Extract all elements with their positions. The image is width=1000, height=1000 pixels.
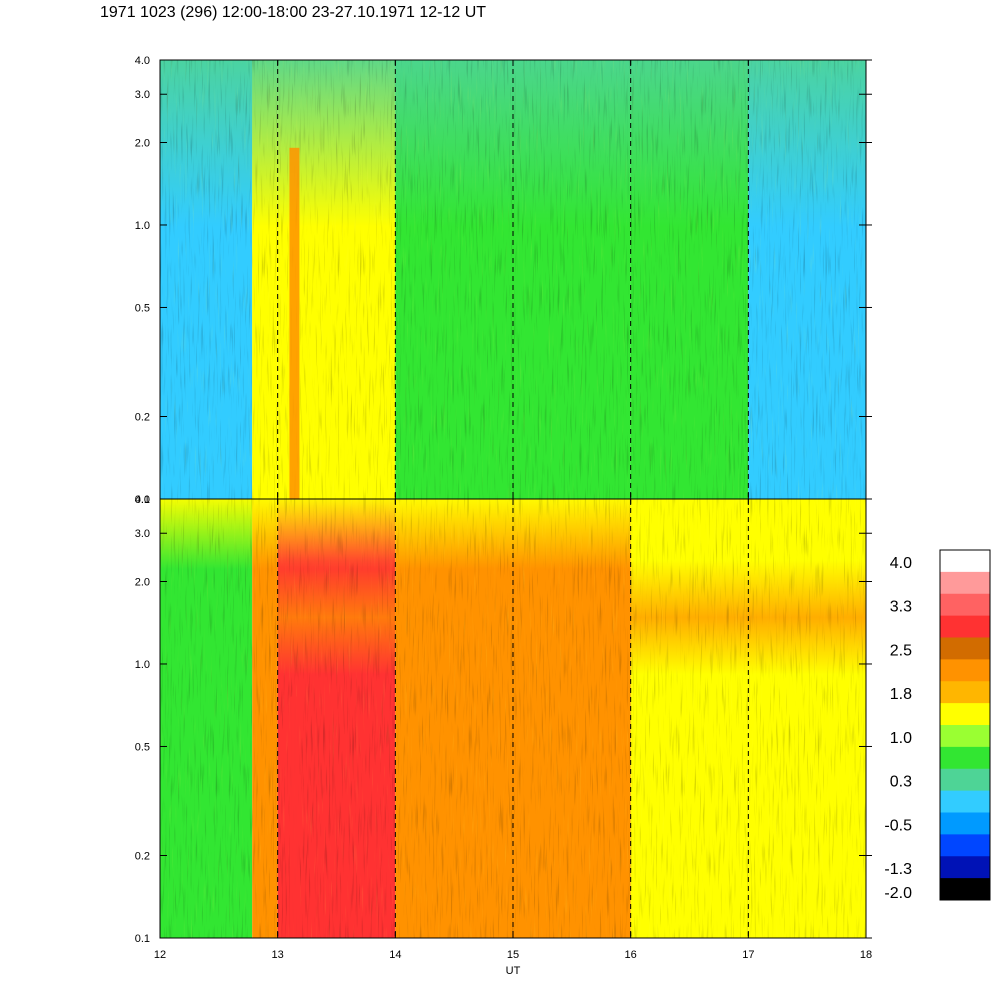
y-tick-label: 0.5 [135, 741, 150, 753]
colorbar-label: 0.3 [890, 774, 912, 791]
colorbar-swatch [940, 768, 990, 792]
x-axis-label: UT [506, 965, 521, 977]
y-tick-label: 1.0 [135, 220, 150, 232]
colorbar-swatch [940, 615, 990, 638]
colorbar-swatch [940, 659, 990, 682]
y-tick-label: 0.5 [135, 302, 150, 314]
colorbar-label: -0.5 [884, 817, 912, 834]
colorbar-swatch [940, 681, 990, 704]
y-tick-label: 4.0 [135, 494, 150, 506]
y-tick-label: 3.0 [135, 89, 150, 101]
colorbar-swatch [940, 790, 990, 813]
colorbar-label: 3.3 [890, 599, 912, 616]
spectrogram-panel-lower: 0.1 0.2 0.5 1.0 2.0 3.0 4.0 12 13 14 15 16 17 18 UT [135, 494, 872, 977]
colorbar-label: -2.0 [884, 885, 912, 902]
x-tick-label: 17 [742, 949, 754, 961]
colorbar-swatch [940, 637, 990, 660]
x-tick-label: 14 [389, 949, 401, 961]
x-tick-label: 15 [507, 949, 519, 961]
colorbar-swatch [940, 571, 990, 595]
colorbar-swatch [940, 856, 990, 879]
colorbar-swatch [940, 834, 990, 857]
colorbar: 4.0 3.3 2.5 1.8 1.0 0.3 -0.5 -1.3 -2.0 [884, 549, 991, 902]
colorbar-swatch [940, 550, 990, 573]
y-tick-label: 0.1 [135, 933, 150, 945]
y-tick-label: 2.0 [135, 137, 150, 149]
chart-title: 1971 1023 (296) 12:00-18:00 23-27.10.197… [100, 4, 487, 21]
y-tick-label: 0.1 [135, 494, 150, 506]
x-tick-label: 13 [272, 949, 284, 961]
colorbar-swatch [940, 593, 990, 617]
colorbar-label: 1.8 [890, 686, 912, 703]
colorbar-label: 1.0 [890, 730, 912, 747]
colorbar-swatch [940, 725, 990, 748]
x-tick-label: 16 [625, 949, 637, 961]
y-tick-label: 3.0 [135, 528, 150, 540]
burst-stripe-upper [289, 147, 300, 500]
colorbar-swatch [940, 878, 990, 901]
y-tick-label: 0.2 [135, 851, 150, 863]
colorbar-label: 4.0 [890, 555, 912, 572]
spectrogram-panel-upper: 0.1 0.2 0.5 1.0 2.0 3.0 4.0 [135, 55, 872, 506]
y-tick-label: 2.0 [135, 576, 150, 588]
burst-stripe-lower [289, 696, 300, 938]
y-tick-label: 1.0 [135, 659, 150, 671]
colorbar-swatch [940, 746, 990, 770]
colorbar-frame [939, 549, 991, 901]
colorbar-swatch [940, 812, 990, 835]
x-tick-label: 12 [154, 949, 166, 961]
y-tick-label: 0.2 [135, 412, 150, 424]
colorbar-swatch [940, 703, 990, 726]
colorbar-label: 2.5 [890, 642, 912, 659]
x-tick-label: 18 [860, 949, 872, 961]
y-tick-label: 4.0 [135, 55, 150, 67]
colorbar-label: -1.3 [884, 861, 912, 878]
